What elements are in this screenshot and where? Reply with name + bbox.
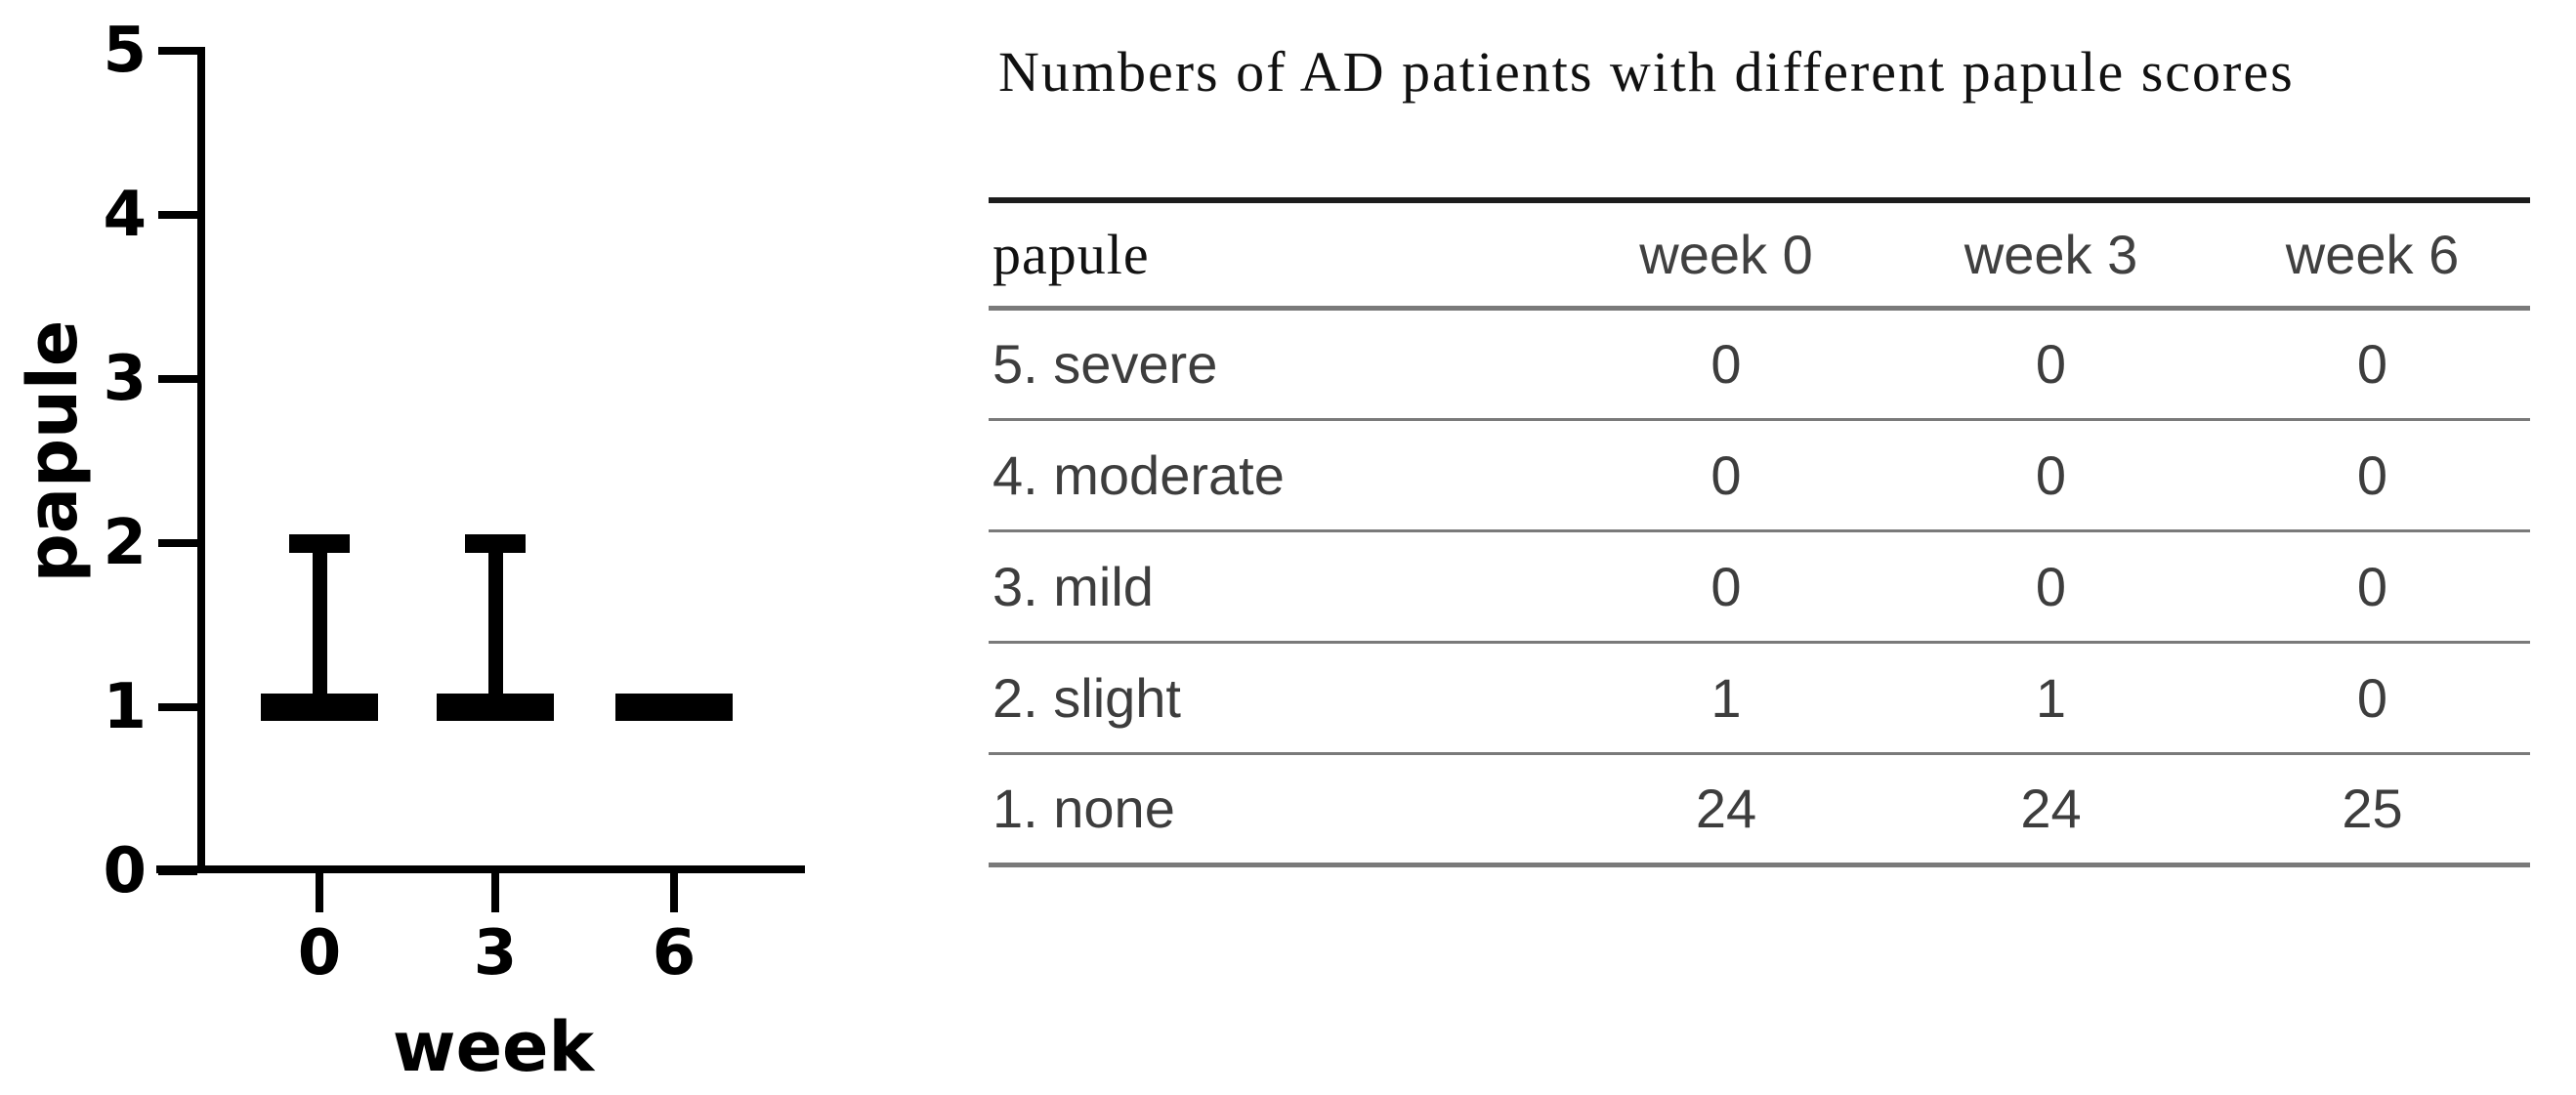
- table-row: 1. none 24 24 25: [989, 753, 2530, 864]
- column-header-week-6: week 6: [2285, 223, 2460, 285]
- y-axis-line: [197, 47, 205, 873]
- column-header-papule: papule: [992, 222, 1150, 286]
- y-tick-label: 0: [103, 835, 147, 907]
- table-body: 5. severe 0 0 0 4. moderate 0 0 0 3. mild 0 0 0 2. s…: [989, 308, 2530, 864]
- table-row: 4. moderate 0 0 0: [989, 419, 2530, 530]
- cell-value: 0: [2356, 333, 2388, 395]
- x-axis-line: [156, 865, 805, 873]
- papule-chart: papule week 0 1 2 3 4 5 0 3 6: [0, 0, 928, 1095]
- x-tick-label: 3: [473, 917, 518, 990]
- error-bar-stem-week-0: [312, 550, 327, 695]
- papule-score-table: papule week 0 week 3 week 6 5. severe 0 0 0 4. …: [989, 197, 2530, 867]
- column-header-week-3: week 3: [1964, 223, 2138, 285]
- row-label: 1. none: [992, 778, 1175, 839]
- x-tick: [670, 873, 678, 912]
- cell-value: 0: [2356, 666, 2388, 729]
- cell-value: 0: [1710, 555, 1742, 617]
- y-tick-label: 2: [103, 507, 147, 579]
- cell-value: 1: [1710, 666, 1742, 729]
- y-tick: [158, 539, 197, 547]
- y-tick-label: 5: [103, 15, 147, 87]
- y-tick-label: 4: [103, 179, 147, 251]
- x-axis-title: week: [392, 1007, 595, 1087]
- table-header: papule week 0 week 3 week 6: [989, 200, 2530, 308]
- cell-value: 0: [2356, 555, 2388, 617]
- cell-value: 25: [2342, 778, 2403, 839]
- cell-value: 24: [2020, 778, 2082, 839]
- x-tick: [491, 873, 499, 912]
- cell-value: 0: [2035, 333, 2067, 395]
- y-tick: [158, 703, 197, 711]
- cell-value: 0: [2035, 443, 2067, 506]
- cell-value: 0: [2035, 555, 2067, 617]
- y-tick: [158, 867, 197, 875]
- table-row: 3. mild 0 0 0: [989, 530, 2530, 642]
- x-tick-label: 6: [652, 917, 697, 990]
- median-bar-week-6: [615, 694, 733, 721]
- y-axis-title: papule: [13, 319, 93, 583]
- table-row: 2. slight 1 1 0: [989, 642, 2530, 753]
- table-title: Numbers of AD patients with different pa…: [998, 40, 2295, 104]
- y-tick: [158, 47, 197, 55]
- cell-value: 1: [2035, 666, 2067, 729]
- x-tick-label: 0: [297, 917, 342, 990]
- y-tick-label: 1: [103, 671, 147, 743]
- row-label: 2. slight: [992, 666, 1181, 729]
- y-tick-label: 3: [103, 343, 147, 415]
- error-bar-cap-week-0: [289, 533, 350, 553]
- cell-value: 0: [2356, 443, 2388, 506]
- table-header-row: papule week 0 week 3 week 6: [989, 200, 2530, 308]
- error-bar-cap-week-3: [465, 533, 526, 553]
- row-label: 5. severe: [992, 333, 1218, 395]
- median-bar-week-3: [437, 694, 554, 721]
- y-tick: [158, 211, 197, 219]
- cell-value: 0: [1710, 443, 1742, 506]
- median-bar-week-0: [261, 694, 378, 721]
- column-header-week-0: week 0: [1639, 223, 1813, 285]
- cell-value: 24: [1695, 778, 1757, 839]
- row-label: 4. moderate: [992, 443, 1285, 506]
- x-tick: [316, 873, 323, 912]
- row-label: 3. mild: [992, 555, 1154, 617]
- error-bar-stem-week-3: [487, 550, 503, 695]
- cell-value: 0: [1710, 333, 1742, 395]
- table-row: 5. severe 0 0 0: [989, 308, 2530, 419]
- y-tick: [158, 375, 197, 383]
